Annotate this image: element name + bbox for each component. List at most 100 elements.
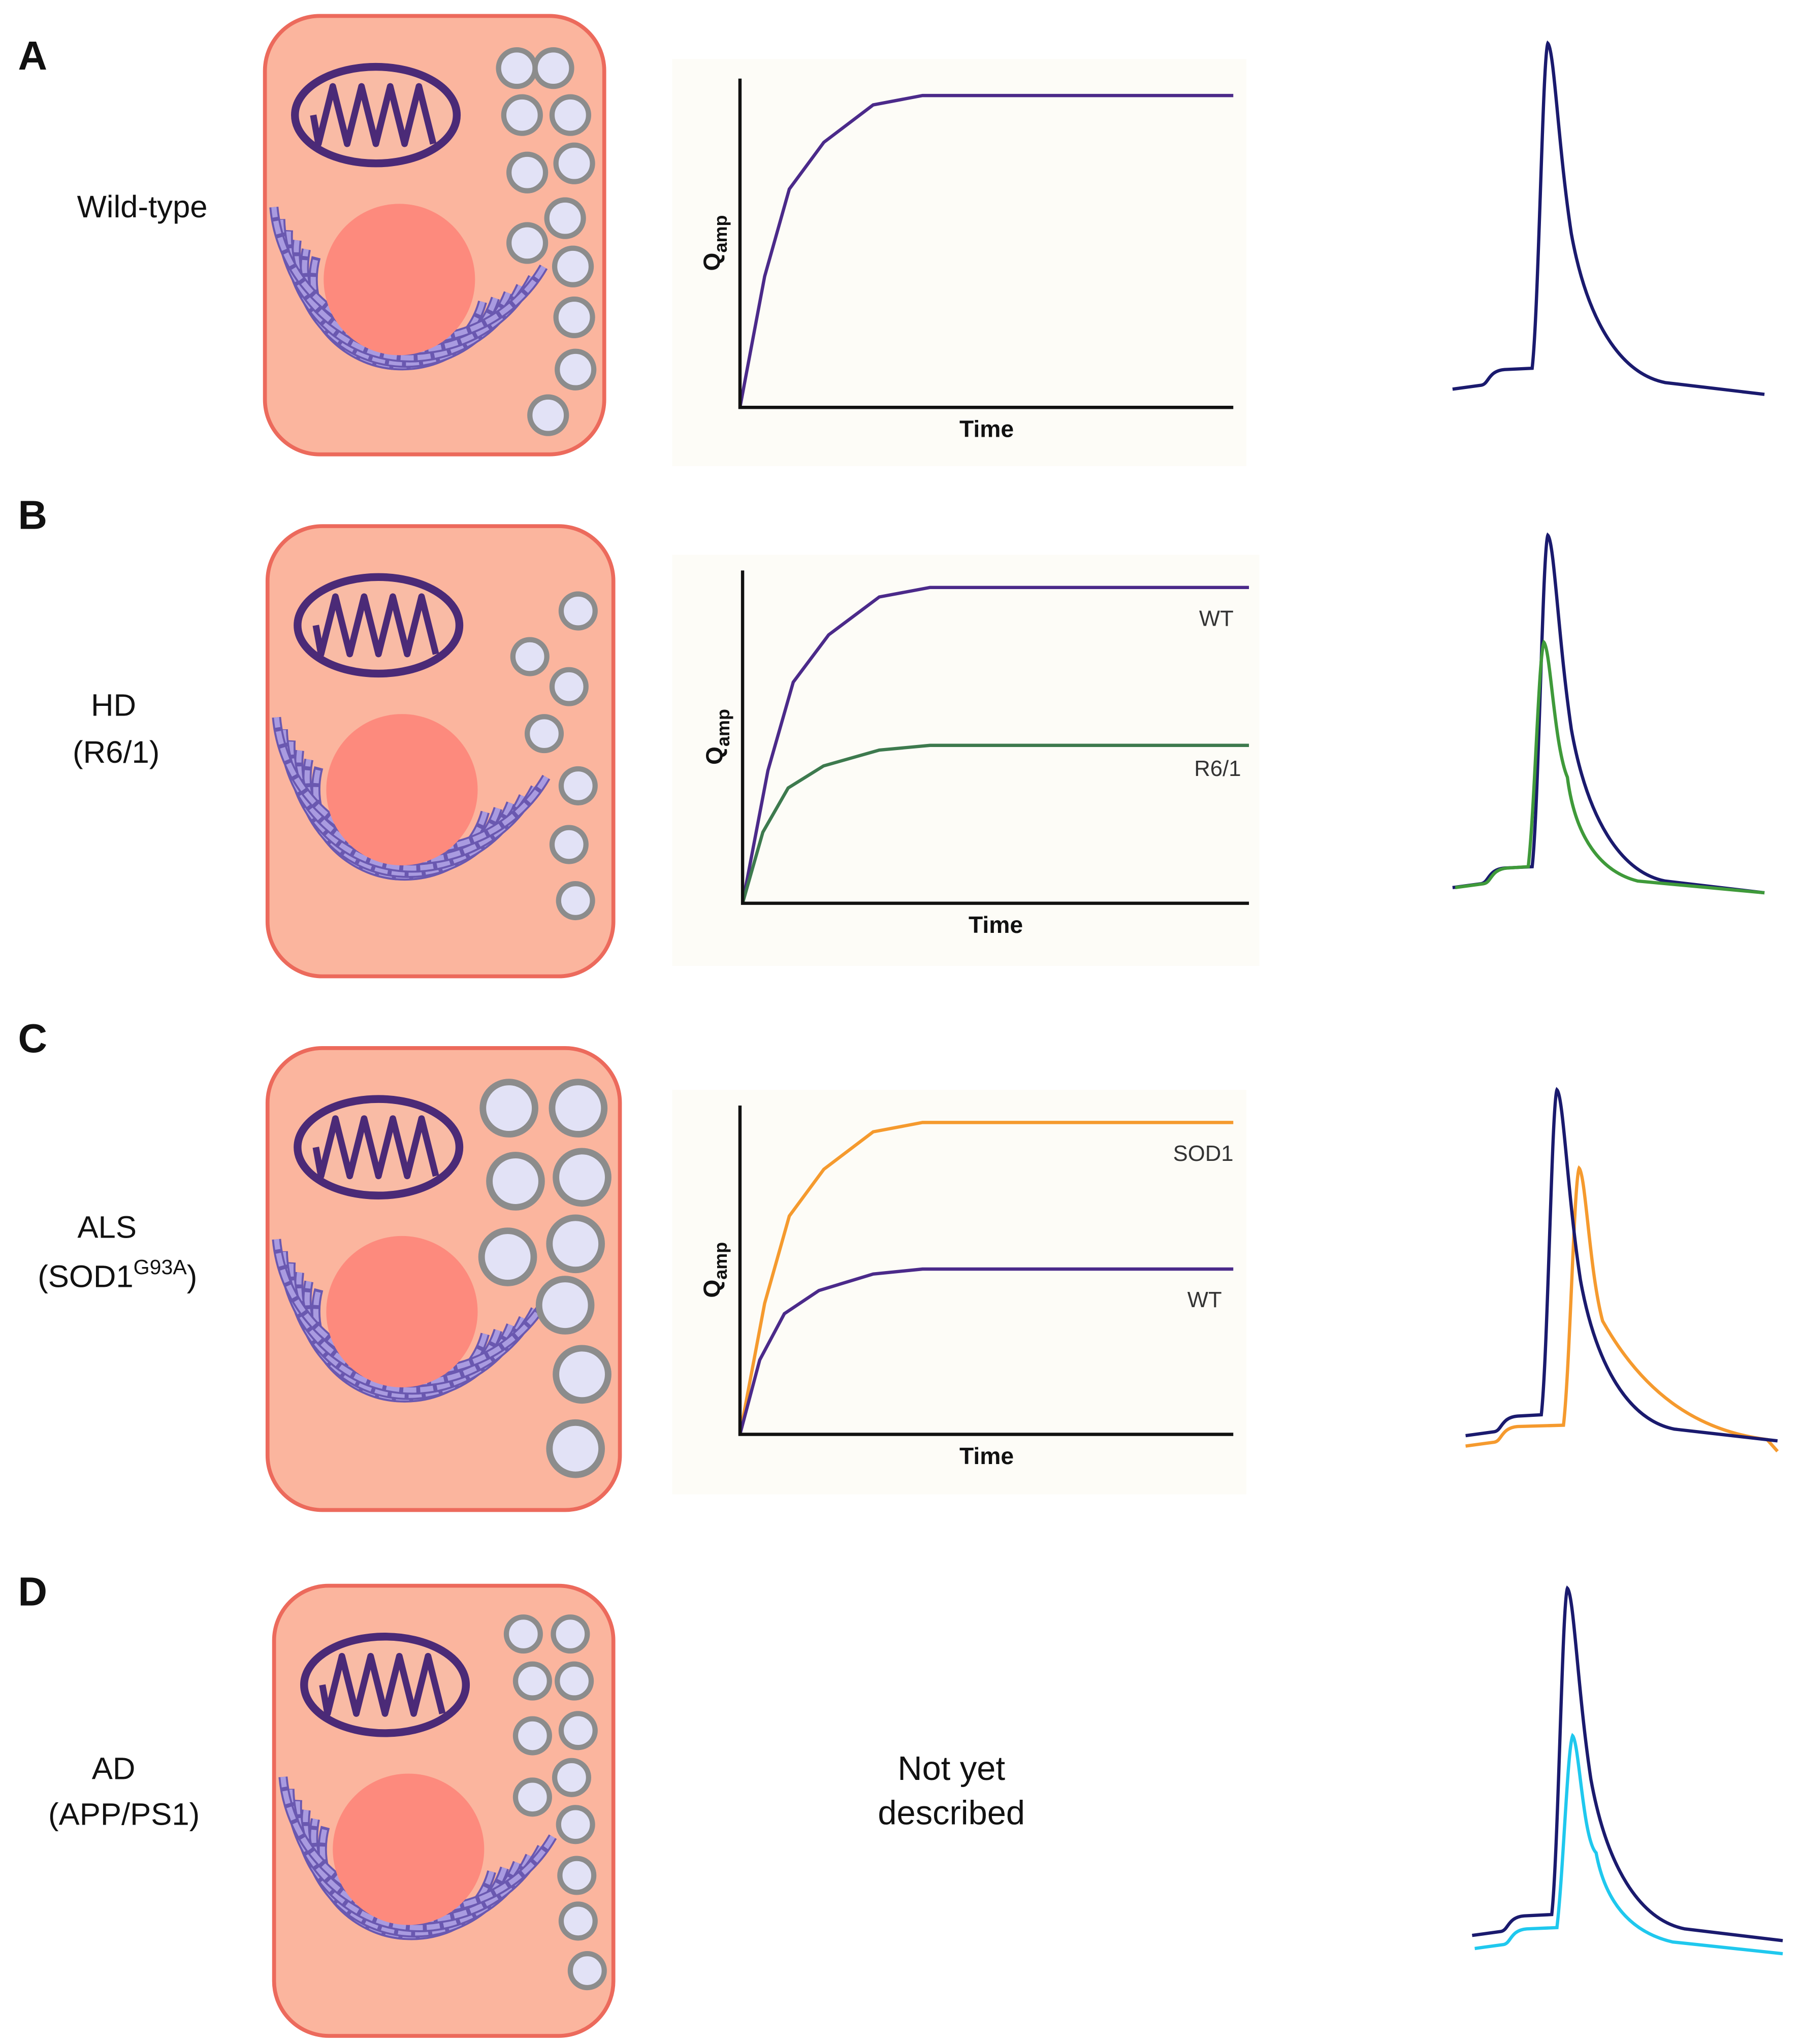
vesicle: [555, 1661, 594, 1701]
vesicle: [506, 222, 549, 264]
vesicle: [512, 1777, 552, 1817]
vesicle: [496, 47, 538, 89]
vesicle: [556, 1805, 595, 1844]
vesicle: [527, 394, 569, 436]
cristae: [312, 593, 439, 658]
vesicle: [478, 1227, 537, 1286]
vesicle: [551, 1614, 590, 1654]
y-axis-label-sub: amp: [710, 1242, 730, 1280]
spike-trace: [1452, 40, 1765, 396]
vesicle: [532, 47, 574, 89]
spike-trace: [1452, 532, 1765, 895]
curve: [738, 93, 1234, 408]
cristae: [319, 1652, 446, 1717]
er-strand: [271, 207, 546, 342]
y-axis-label-sub: amp: [710, 215, 730, 252]
note: described: [878, 1794, 1025, 1832]
vesicle: [549, 825, 589, 864]
vesicle: [546, 1214, 605, 1274]
condition: ALS: [77, 1210, 137, 1245]
vesicle: [510, 637, 550, 676]
condition: AD: [92, 1751, 136, 1787]
vesicle: [544, 197, 586, 239]
cell: [265, 1046, 622, 1512]
condition: (SOD1G93A): [38, 1255, 197, 1294]
nucleus: [324, 204, 475, 355]
er-strand: [303, 1809, 520, 1936]
nucleus: [326, 714, 478, 866]
x-axis-label: Time: [959, 416, 1014, 442]
vesicle: [558, 1901, 598, 1941]
er-strand: [296, 750, 513, 877]
mitochondrion: [291, 62, 461, 168]
cell: [272, 1583, 616, 2038]
vesicle: [567, 1951, 607, 1991]
y-axis-label-sub: amp: [713, 709, 733, 747]
vesicle: [524, 714, 564, 754]
er-strand: [296, 1272, 513, 1398]
vesicle: [553, 142, 595, 184]
vesicle: [553, 1148, 612, 1207]
curve: [741, 743, 1249, 904]
vesicle: [512, 1661, 552, 1701]
nucleus: [333, 1773, 485, 1925]
chart-background: [672, 59, 1246, 466]
y-axis-label-main: Q: [699, 252, 725, 271]
curve: [738, 1267, 1234, 1435]
condition: (APP/PS1): [48, 1797, 200, 1832]
vesicle: [546, 1419, 605, 1478]
vesicle: [549, 1079, 608, 1138]
condition: Wild-type: [77, 189, 208, 224]
cell: [265, 524, 616, 979]
curve: [741, 586, 1249, 904]
axes: [738, 1105, 1234, 1436]
vesicle: [503, 1614, 543, 1654]
vesicle: [555, 348, 597, 391]
vesicle: [535, 1276, 595, 1335]
spike-trace: [1465, 1087, 1778, 1443]
qamp-chart: Qamp Time: [672, 59, 1246, 466]
panel-label: C: [18, 1016, 47, 1061]
curve: [738, 1121, 1234, 1435]
vesicle: [553, 296, 595, 339]
condition: (R6/1): [73, 735, 159, 770]
panel-label: B: [18, 493, 47, 538]
condition-part: (SOD1: [38, 1259, 133, 1294]
mitochondrion: [294, 573, 464, 678]
er-strand: [280, 1776, 555, 1912]
vesicle: [558, 766, 598, 805]
y-axis-label-main: Q: [701, 747, 728, 765]
vesicle: [557, 1856, 597, 1895]
superscript: G93A: [134, 1255, 187, 1279]
curve-label: SOD1: [1173, 1141, 1234, 1166]
spike-trace: [1455, 639, 1765, 895]
panel-label: A: [18, 33, 47, 78]
qamp-chart: Qamp Time SOD1 WT: [672, 1090, 1246, 1495]
note: Not yet: [897, 1750, 1005, 1788]
y-axis-label: Qamp: [699, 1242, 731, 1298]
cristae: [310, 83, 437, 147]
mitochondrion: [294, 1095, 464, 1199]
er-strand: [274, 717, 549, 852]
condition: HD: [91, 688, 136, 723]
vesicle: [479, 1079, 538, 1138]
spike-trace: [1465, 1165, 1779, 1453]
vesicle: [553, 1345, 612, 1404]
qamp-chart: Qamp Time WT R6/1: [672, 555, 1260, 966]
y-axis-label: Qamp: [699, 215, 731, 271]
vesicle: [558, 591, 598, 631]
vesicle: [549, 667, 589, 706]
spike-trace: [1474, 1733, 1783, 1956]
vesicle: [512, 1716, 552, 1756]
cristae: [312, 1115, 439, 1180]
vesicle: [501, 94, 543, 136]
x-axis-label: Time: [969, 912, 1023, 938]
cell: [263, 14, 606, 457]
y-axis-label: Qamp: [701, 709, 733, 765]
vesicle: [506, 151, 549, 193]
er-strand: [294, 240, 511, 366]
vesicle: [486, 1152, 545, 1211]
vesicle: [552, 245, 594, 287]
panel-label: D: [18, 1569, 47, 1614]
